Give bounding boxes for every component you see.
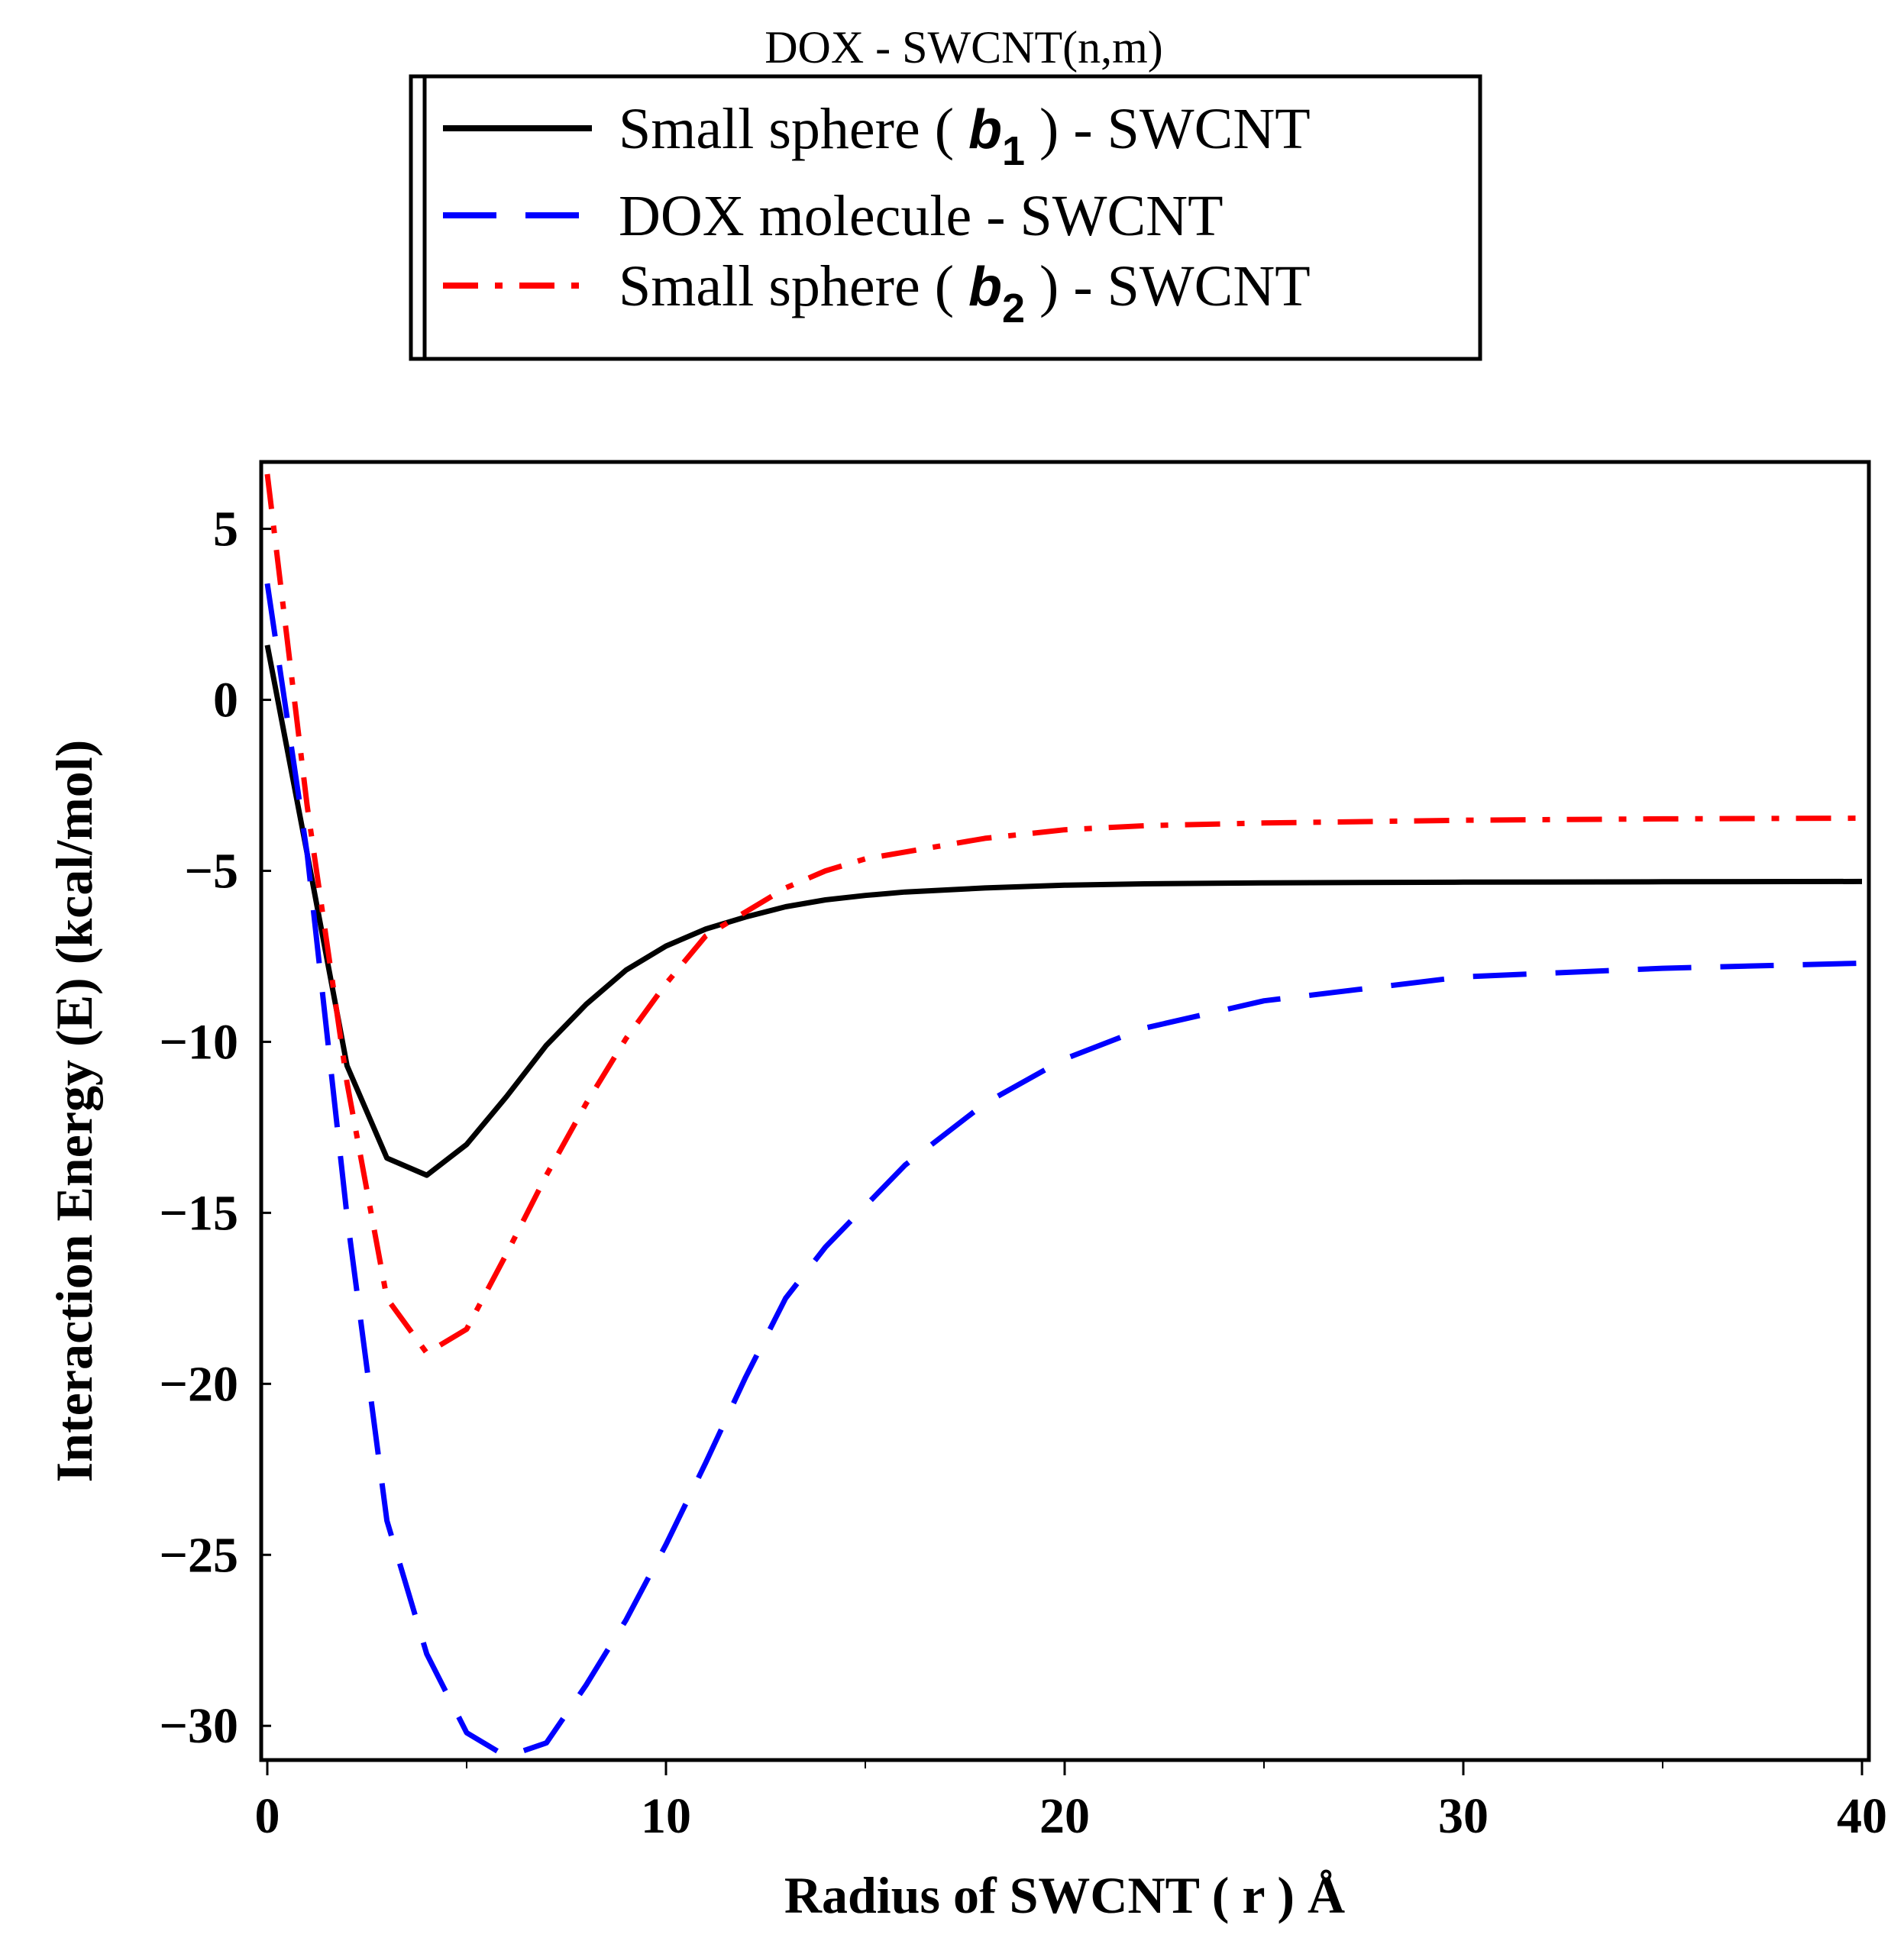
x-axis-label: Radius of SWCNT ( r ) Å bbox=[784, 1866, 1345, 1924]
x-tick-label: 0 bbox=[255, 1788, 280, 1844]
y-tick-label: 0 bbox=[213, 673, 238, 728]
legend-label-2: DOX molecule - SWCNT bbox=[619, 184, 1224, 248]
y-tick-label: −10 bbox=[159, 1014, 238, 1070]
plot-frame bbox=[259, 460, 1871, 1762]
x-tick-label: 30 bbox=[1438, 1788, 1489, 1844]
y-axis-label: Interaction Energy (E) (kcal/mol) bbox=[45, 740, 103, 1483]
x-tick-label: 20 bbox=[1039, 1788, 1090, 1844]
legend: DOX - SWCNT(n,m) Small sphere ( b1 ) - S… bbox=[409, 22, 1482, 361]
series-layer bbox=[264, 473, 1863, 1759]
legend-box-outer bbox=[409, 74, 1482, 361]
y-tick-label: −30 bbox=[159, 1698, 238, 1754]
y-tick-label: 5 bbox=[213, 502, 238, 557]
series-line-1 bbox=[264, 644, 1863, 1178]
legend-label-1: Small sphere ( b1 ) - SWCNT bbox=[619, 97, 1311, 174]
y-tick-label: −20 bbox=[159, 1356, 238, 1412]
x-tick-label: 10 bbox=[641, 1788, 691, 1844]
y-tick-label: −25 bbox=[159, 1527, 238, 1583]
chart-title: DOX - SWCNT(n,m) bbox=[765, 22, 1163, 73]
series-line-3 bbox=[264, 473, 1863, 1356]
y-tick-label: −5 bbox=[184, 843, 238, 899]
x-tick-label: 40 bbox=[1837, 1788, 1887, 1844]
series-line-2 bbox=[264, 583, 1863, 1759]
legend-label-3: Small sphere ( b2 ) - SWCNT bbox=[619, 254, 1311, 331]
y-tick-label: −15 bbox=[159, 1185, 238, 1241]
